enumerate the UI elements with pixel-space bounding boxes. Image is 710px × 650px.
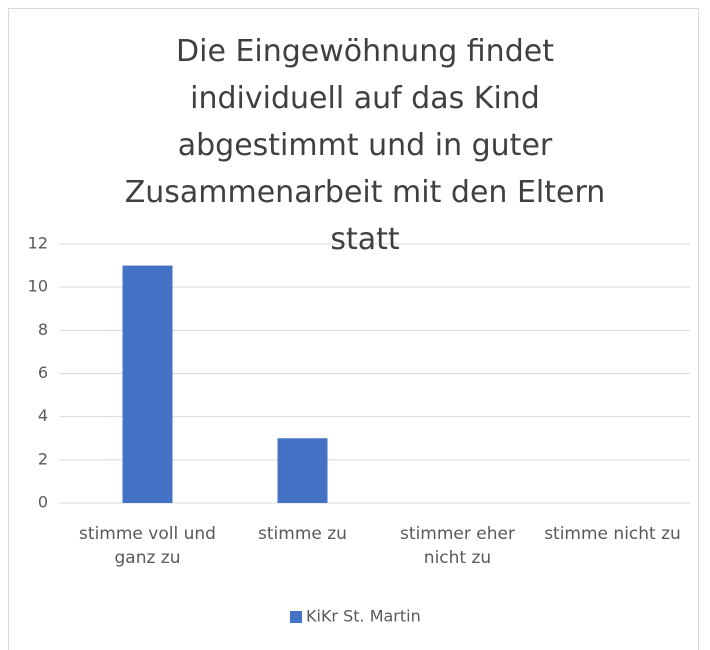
y-tick-label: 0 — [38, 493, 48, 512]
bar — [277, 438, 328, 503]
y-tick-label: 8 — [38, 320, 48, 339]
y-tick-label: 4 — [38, 406, 48, 425]
y-tick-label: 12 — [28, 234, 48, 253]
legend-swatch — [290, 611, 302, 623]
legend-label: KiKr St. Martin — [306, 607, 421, 626]
x-tick-label: stimme zu — [258, 524, 347, 544]
chart-frame — [8, 8, 699, 650]
bar — [122, 265, 173, 503]
x-tick-label: stimmer eher nicht zu — [400, 524, 515, 568]
y-tick-label: 6 — [38, 363, 48, 382]
y-tick-label: 2 — [38, 449, 48, 468]
x-tick-label: stimme nicht zu — [544, 524, 681, 544]
x-tick-label: stimme voll und ganz zu — [79, 524, 216, 568]
chart-title: Die Eingewöhnung findet individuell auf … — [124, 34, 606, 257]
y-tick-label: 10 — [28, 277, 48, 296]
